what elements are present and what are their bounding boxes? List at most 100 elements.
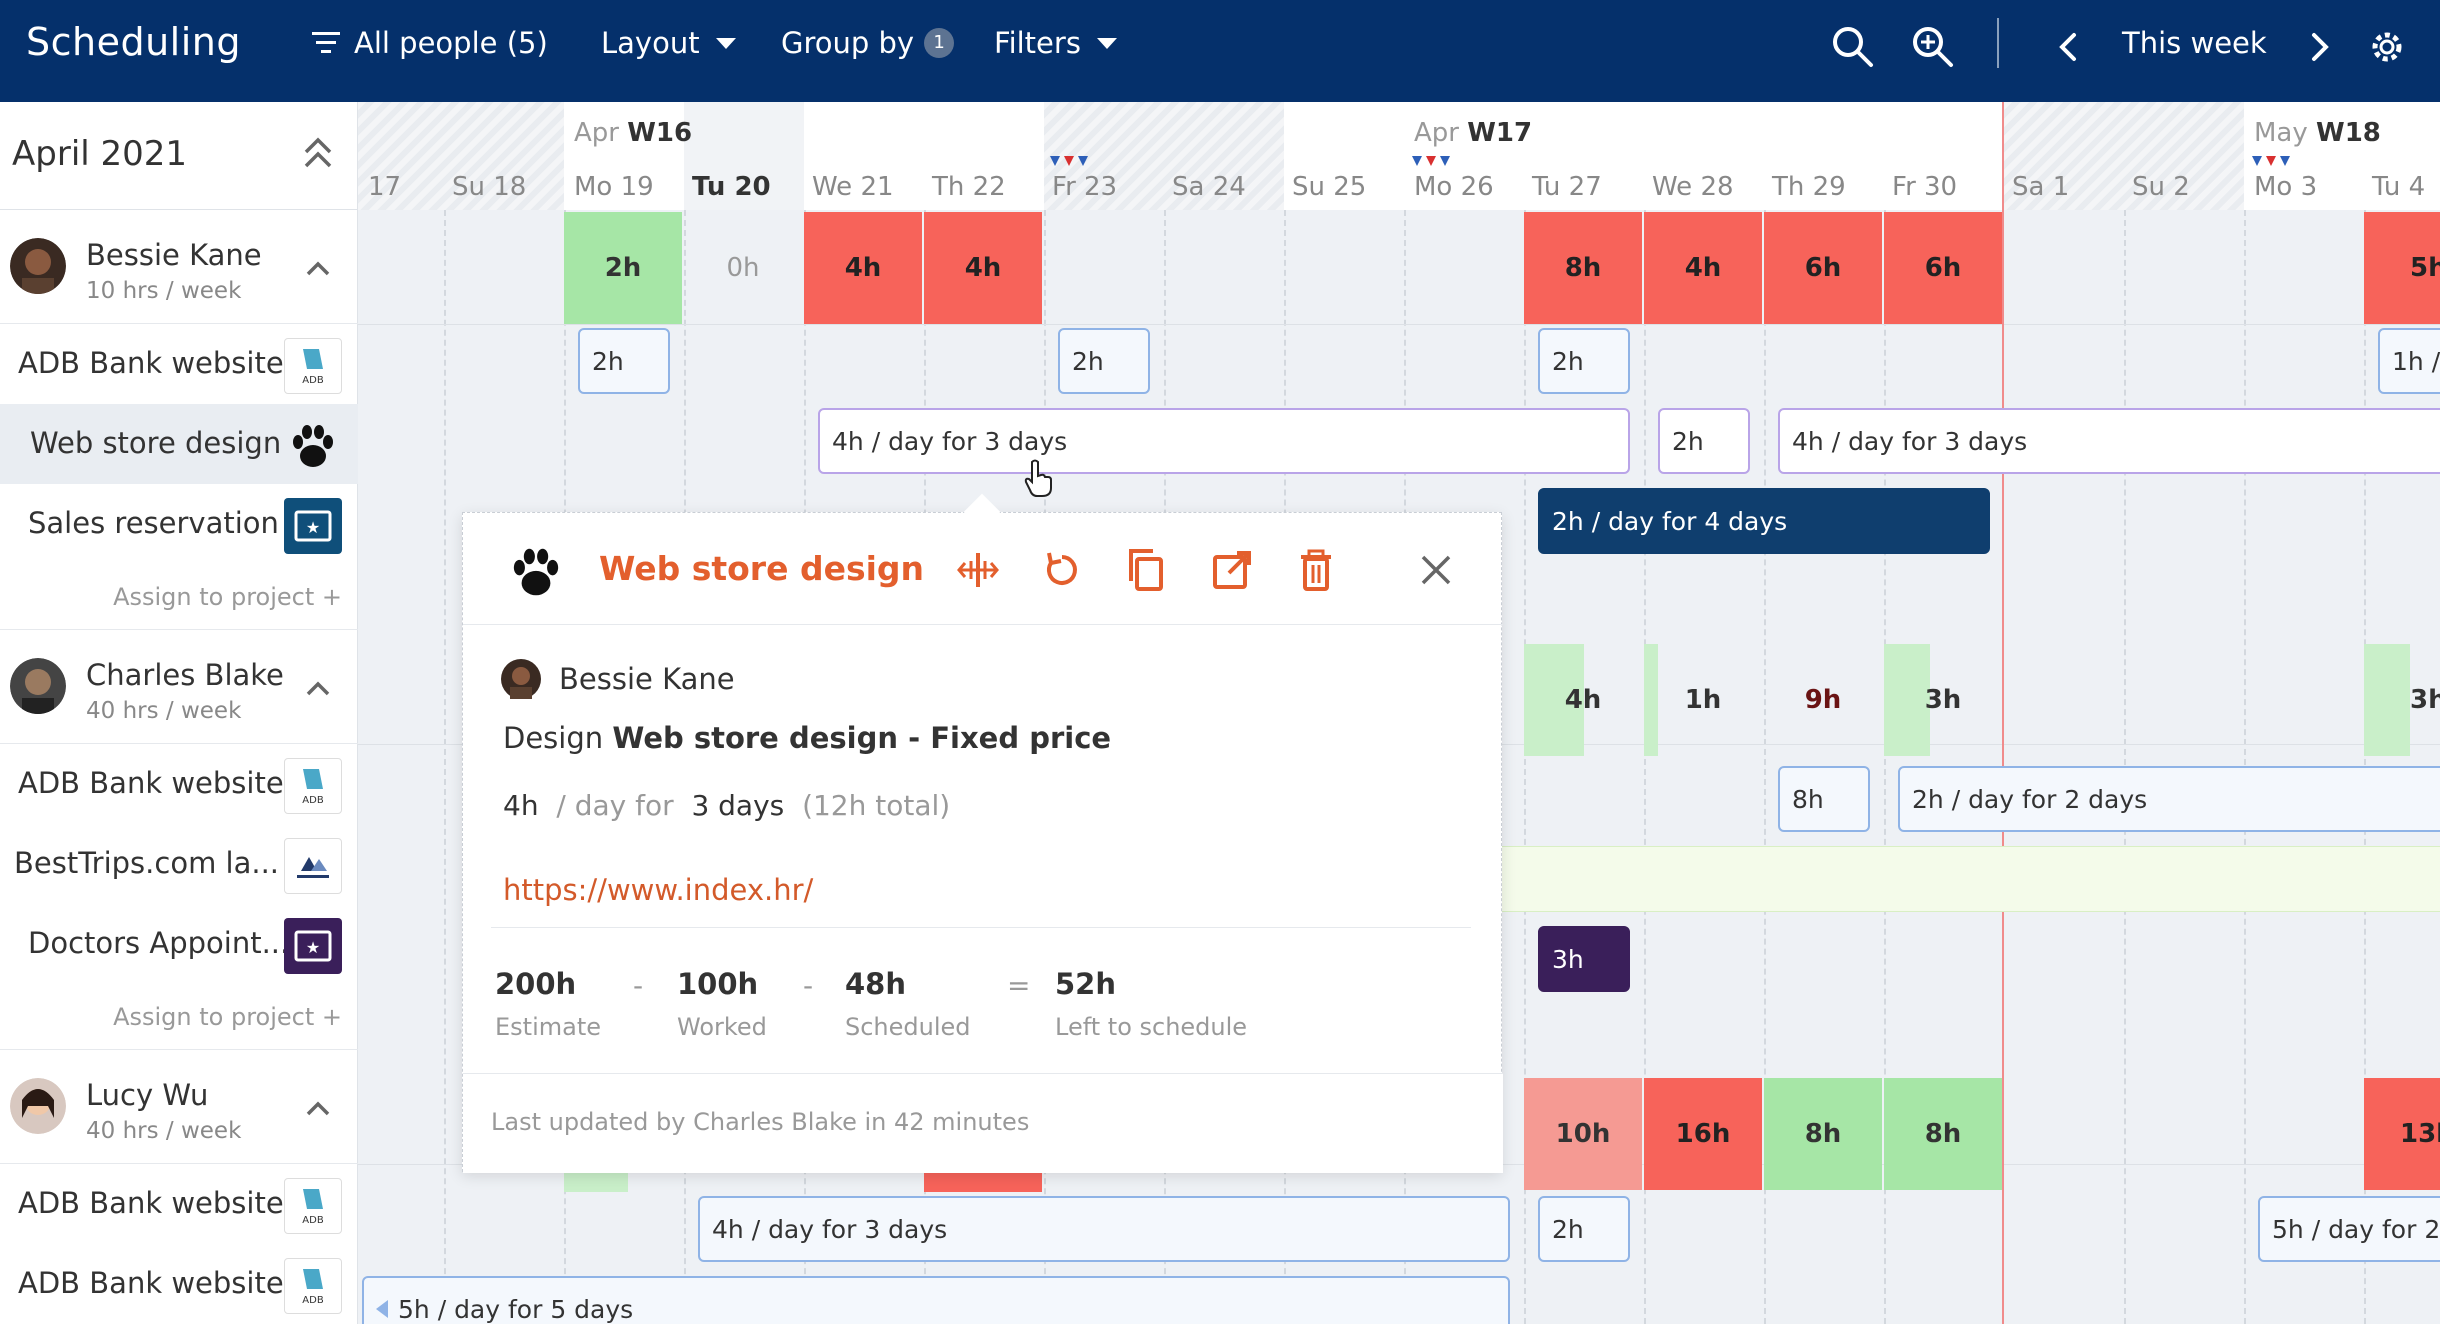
day-divider [444,210,446,1324]
paw-icon [284,418,342,474]
popup-title: Web store design [599,549,925,588]
search-icon[interactable] [1828,22,1878,72]
month-label: April 2021 [12,134,188,174]
daily-total-cell[interactable]: 4h [1644,212,1762,324]
collapse-all-icon[interactable] [298,132,338,176]
project-row[interactable]: Doctors Appoint... ★ [0,904,358,984]
stat-left-to-schedule: 52h Left to schedule [1055,967,1248,1041]
chevron-right-icon[interactable] [2294,22,2344,72]
filter-lines-icon [312,32,340,53]
assign-project-link[interactable]: Assign to project + [0,564,358,630]
open-external-icon[interactable] [1209,547,1255,593]
allocation-pill-selected[interactable]: 4h / day for 3 days [818,408,1630,474]
day-label: Th 22 [932,172,1006,202]
daily-total-bar [1524,644,1584,756]
availability-band [1404,846,2440,912]
chevron-up-icon[interactable] [302,1096,334,1120]
project-name: ADB Bank website [18,766,284,800]
svg-text:ADB: ADB [302,1215,324,1226]
daily-total-cell[interactable]: 4h [804,212,922,324]
allocation-pill[interactable]: 2h [1658,408,1750,474]
day-label: Mo 19 [574,172,654,202]
person-lucy-wu[interactable]: Lucy Wu 40 hrs / week [0,1050,358,1164]
daily-total-cell[interactable]: 1h [1684,685,1722,715]
layout-dropdown[interactable]: Layout [601,26,736,60]
project-name: BestTrips.com la... [14,846,280,880]
daily-total-cell[interactable]: 5h [2364,212,2440,324]
holiday-flag-icon [1412,156,1450,166]
daily-total-cell[interactable]: 6h [1884,212,2002,324]
allocation-pill[interactable]: 2h / day for 2 days [1898,766,2440,832]
daily-total-cell[interactable]: 3h [1924,685,1962,715]
app-title: Scheduling [26,20,242,64]
assign-project-link[interactable]: Assign to project + [0,984,358,1050]
allocation-pill[interactable]: 5h / day for 2 [2258,1196,2440,1262]
replace-icon[interactable] [1039,547,1085,593]
groupby-button[interactable]: Group by 1 [781,26,955,60]
daily-total-cell[interactable]: 9h [1804,685,1842,715]
chevron-up-icon[interactable] [302,256,334,280]
paw-icon [513,548,559,596]
trash-icon[interactable] [1293,547,1339,593]
allocation-pill[interactable]: 8h [1778,766,1870,832]
day-divider [1764,210,1766,1324]
gear-icon[interactable] [2362,22,2412,72]
allocation-pill[interactable]: 3h [1538,926,1630,992]
allocation-pill[interactable]: 2h [1538,328,1630,394]
allocation-pill[interactable]: 2h [1538,1196,1630,1262]
chevron-left-icon[interactable] [2044,22,2094,72]
allocation-pill[interactable]: 5h / day for 5 days [362,1276,1510,1324]
people-filter-label: All people (5) [354,26,548,60]
project-row[interactable]: BestTrips.com la... [0,824,358,904]
period-label[interactable]: This week [2122,26,2267,60]
zoom-in-icon[interactable] [1908,22,1958,72]
allocation-popup: Web store design Bessie Kane Design Web … [462,493,1503,1173]
allocation-pill-label: 5h / day for 5 days [398,1294,634,1324]
filters-dropdown[interactable]: Filters [994,26,1117,60]
project-row[interactable]: ADB Bank website ADB [0,1244,358,1324]
allocation-pill[interactable]: 2h / day for 4 days [1538,488,1990,554]
allocation-pill[interactable]: 1h / [2378,328,2440,394]
people-filter-button[interactable]: All people (5) [310,26,548,60]
allocation-pill[interactable]: 2h [578,328,670,394]
daily-total-cell[interactable]: 16h [1644,1078,1762,1190]
avatar [501,659,541,699]
project-row[interactable]: Sales reservation ★ [0,484,358,564]
daily-total-cell[interactable]: 2h [564,212,682,324]
daily-total-cell[interactable]: 4h [1564,685,1602,715]
project-row-active[interactable]: Web store design [0,404,358,484]
popup-link[interactable]: https://www.index.hr/ [503,873,814,907]
person-bessie-kane[interactable]: Bessie Kane 10 hrs / week [0,210,358,324]
daily-total-cell[interactable]: 8h [1524,212,1642,324]
daily-total-cell[interactable]: 3h [2410,685,2440,715]
person-charles-blake[interactable]: Charles Blake 40 hrs / week [0,630,358,744]
svg-text:★: ★ [306,518,320,537]
holiday-flag-icon [1050,156,1088,166]
split-icon[interactable] [955,547,1001,593]
stat-operator: = [1007,969,1031,1002]
copy-icon[interactable] [1123,547,1169,593]
daily-total-cell[interactable]: 8h [1764,1078,1882,1190]
day-label: Sa 1 [2012,172,2070,202]
adb-bank-logo-icon: ADB [284,1178,342,1234]
close-icon[interactable] [1413,547,1459,593]
chevron-up-icon[interactable] [302,676,334,700]
popup-person-name: Bessie Kane [559,662,735,696]
daily-total-bar [1884,644,1930,756]
daily-total-cell[interactable]: 10h [1524,1078,1642,1190]
allocation-pill[interactable]: 2h [1058,328,1150,394]
project-row[interactable]: ADB Bank website ADB [0,744,358,824]
daily-total-cell[interactable]: 6h [1764,212,1882,324]
today-column-header [684,102,804,210]
avatar [10,1078,66,1134]
allocation-pill[interactable]: 4h / day for 3 days [1778,408,2440,474]
daily-total-cell[interactable]: 13h [2364,1078,2440,1190]
daily-total-cell[interactable]: 0h [726,253,760,283]
ticket-icon: ★ [284,498,342,554]
project-row[interactable]: ADB Bank website ADB [0,1164,358,1244]
daily-total-cell[interactable]: 8h [1884,1078,2002,1190]
allocation-pill[interactable]: 4h / day for 3 days [698,1196,1510,1262]
chevron-left-icon [376,1300,388,1318]
project-row[interactable]: ADB Bank website ADB [0,324,358,404]
daily-total-cell[interactable]: 4h [924,212,1042,324]
